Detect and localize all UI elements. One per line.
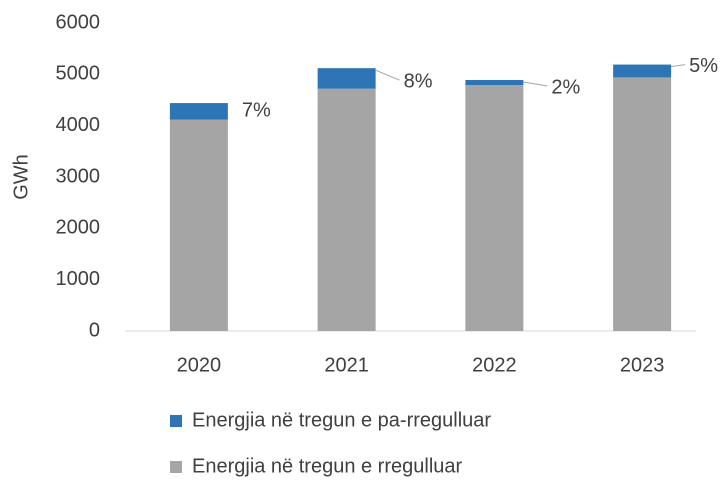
bar-segment: [169, 119, 228, 331]
y-tick-label: 0: [89, 319, 100, 341]
data-label: 8%: [404, 70, 433, 92]
data-label: 2%: [551, 76, 580, 98]
legend-swatch: [170, 415, 182, 427]
x-tick-label: 2023: [620, 354, 665, 376]
y-tick-label: 4000: [56, 114, 101, 136]
leader-line: [671, 64, 686, 68]
bar-segment: [169, 103, 228, 120]
bar-segment: [317, 68, 376, 89]
y-tick-label: 5000: [56, 63, 101, 85]
legend-label: Energjia në tregun e pa-rregulluar: [192, 409, 491, 431]
y-tick-label: 3000: [56, 165, 101, 187]
y-axis-label: GWh: [10, 154, 32, 200]
bar-segment: [317, 88, 376, 331]
y-tick-label: 1000: [56, 268, 101, 290]
bar-segment: [465, 85, 524, 331]
bar-segment: [465, 79, 524, 86]
bar-segment: [613, 77, 672, 331]
x-tick-label: 2020: [177, 354, 222, 376]
data-label: 5%: [689, 55, 718, 77]
data-label: 7%: [242, 99, 271, 121]
leader-line: [375, 69, 400, 81]
legend-label: Energjia në tregun e rregulluar: [192, 455, 463, 477]
legend-swatch: [170, 461, 182, 473]
x-tick-label: 2021: [324, 354, 369, 376]
leader-line: [523, 81, 548, 87]
x-tick-label: 2022: [472, 354, 517, 376]
bar-segment: [613, 64, 672, 78]
y-tick-label: 2000: [56, 217, 101, 239]
y-tick-label: 6000: [56, 11, 101, 33]
